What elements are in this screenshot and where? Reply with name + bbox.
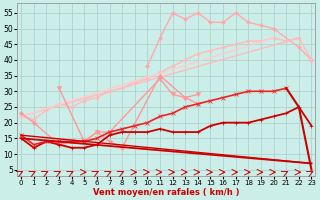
X-axis label: Vent moyen/en rafales ( km/h ): Vent moyen/en rafales ( km/h ) [93, 188, 240, 197]
